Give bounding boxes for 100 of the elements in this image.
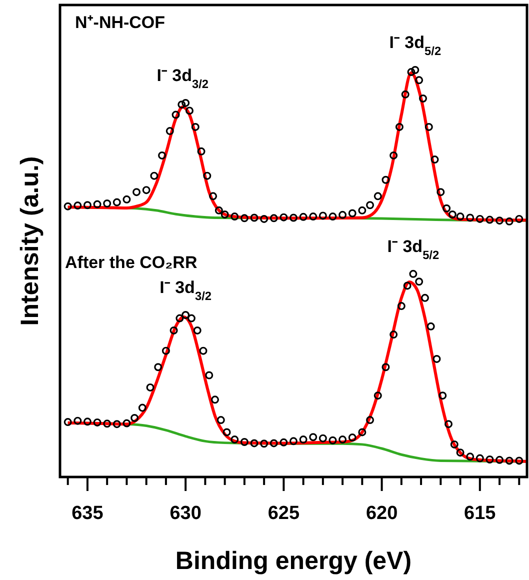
point: [280, 438, 288, 446]
point: [83, 418, 92, 426]
point: [154, 363, 162, 372]
point: [138, 404, 146, 412]
point: [220, 210, 229, 218]
point: [328, 436, 337, 444]
point: [395, 122, 404, 131]
point: [203, 172, 212, 180]
point: [401, 90, 410, 98]
point: [318, 212, 327, 220]
point: [318, 434, 327, 442]
point: [496, 456, 504, 464]
point: [358, 428, 366, 436]
point: [338, 436, 347, 444]
point: [348, 209, 356, 218]
point: [280, 213, 288, 222]
point: [270, 214, 278, 222]
point: [348, 434, 356, 442]
point: [403, 282, 412, 290]
point: [366, 416, 374, 424]
y-axis-title: Intensity (a.u.): [16, 156, 44, 326]
point: [250, 214, 258, 222]
point: [93, 418, 102, 426]
point: [211, 396, 220, 404]
point: [496, 216, 504, 225]
point: [240, 438, 248, 446]
point: [230, 212, 239, 221]
text: N⁺-NH-COF: [75, 13, 166, 32]
point: [409, 270, 418, 278]
point: [436, 188, 445, 196]
point: [426, 322, 435, 330]
point: [172, 110, 180, 119]
x-tick-label: 630: [170, 503, 202, 524]
point: [328, 212, 337, 221]
point: [382, 176, 390, 184]
point: [186, 106, 194, 115]
point: [430, 156, 439, 164]
point: [411, 66, 420, 74]
point: [444, 420, 453, 428]
point: [132, 188, 141, 196]
point: [382, 363, 390, 372]
point: [142, 186, 150, 194]
point: [187, 314, 196, 322]
point: [270, 439, 278, 448]
point: [515, 214, 524, 223]
point: [456, 448, 464, 457]
point: [193, 326, 202, 334]
point: [103, 420, 112, 428]
point: [130, 414, 139, 422]
point: [93, 200, 102, 208]
point: [366, 201, 374, 210]
x-tick-label: 635: [72, 503, 104, 524]
point: [486, 216, 494, 224]
point: [415, 76, 424, 84]
point: [290, 437, 298, 446]
point: [407, 68, 416, 76]
annotation: I⁻ 3d$_{5/2}$: [387, 236, 440, 262]
point: [74, 416, 82, 425]
point: [442, 204, 451, 212]
point: [505, 217, 514, 226]
point: [83, 201, 92, 210]
point: [209, 192, 218, 200]
point: [205, 371, 214, 380]
point: [240, 214, 248, 222]
point: [415, 278, 424, 286]
point: [260, 214, 268, 223]
annotation: I⁻ 3d$_{5/2}$: [389, 33, 442, 58]
point: [338, 210, 347, 219]
point: [103, 199, 112, 208]
point: [476, 214, 484, 223]
point: [309, 212, 318, 221]
point: [448, 210, 456, 218]
point: [150, 172, 158, 180]
point: [290, 214, 298, 222]
point: [438, 392, 447, 400]
point: [64, 418, 72, 426]
point: [420, 294, 429, 302]
point: [176, 314, 184, 322]
x-tick-label: 620: [366, 503, 398, 524]
point: [476, 454, 484, 462]
point: [390, 330, 398, 339]
point: [191, 122, 200, 131]
point: [432, 354, 441, 363]
point: [182, 311, 190, 320]
point: [199, 346, 208, 355]
point: [74, 202, 82, 210]
point: [466, 214, 474, 222]
annotation: I⁻ 3d$_{3/2}$: [160, 278, 212, 304]
point: [424, 122, 433, 131]
annotation: After the CO₂RR: [65, 253, 198, 272]
point: [158, 151, 166, 160]
point: [374, 392, 382, 400]
point: [214, 206, 223, 214]
point: [397, 302, 406, 310]
point: [250, 439, 258, 448]
point: [166, 127, 174, 136]
point: [374, 192, 382, 200]
point: [456, 212, 464, 221]
point: [419, 94, 428, 102]
point: [230, 436, 239, 444]
